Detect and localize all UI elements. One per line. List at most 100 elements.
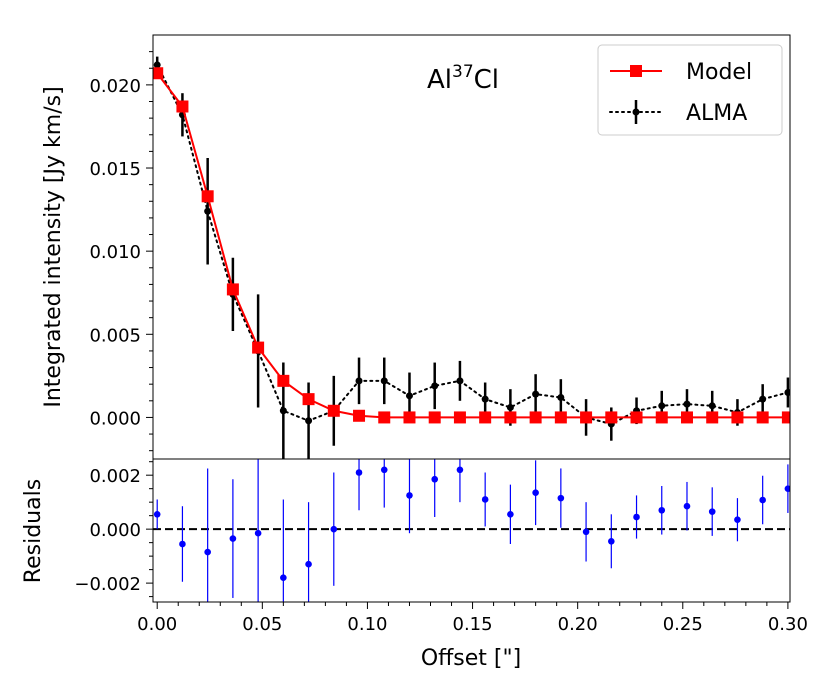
model-point bbox=[731, 411, 744, 424]
bottom-x-tick-label: 0.15 bbox=[453, 614, 493, 635]
bottom-y-tick-label: −0.002 bbox=[74, 574, 141, 595]
residual-point bbox=[380, 466, 388, 474]
alma-point bbox=[708, 402, 716, 410]
alma-point bbox=[683, 400, 691, 408]
model-point bbox=[252, 341, 265, 354]
alma-point bbox=[506, 403, 514, 411]
legend-box bbox=[597, 44, 783, 136]
model-point bbox=[277, 374, 290, 387]
model-point bbox=[201, 190, 214, 203]
bottom-y-axis-label: Residuals bbox=[21, 479, 46, 583]
residual-point bbox=[708, 508, 716, 515]
alma-point bbox=[355, 377, 363, 385]
bottom-y-tick-label: 0.002 bbox=[89, 466, 141, 487]
model-point bbox=[226, 283, 239, 296]
alma-point bbox=[431, 382, 439, 390]
top-panel: 0.000 0.005 0.010 0.015 0.020 Al37Cl Integra… bbox=[41, 34, 791, 460]
legend-alma-marker bbox=[632, 108, 640, 116]
residual-point bbox=[355, 469, 363, 476]
residual-points bbox=[153, 466, 790, 582]
residual-point bbox=[734, 516, 741, 524]
top-y-tick-label: 0.020 bbox=[89, 76, 141, 97]
alma-point bbox=[380, 377, 388, 385]
model-point bbox=[353, 409, 366, 422]
bottom-plot-area bbox=[153, 459, 790, 602]
model-point bbox=[655, 411, 668, 424]
model-point bbox=[680, 411, 693, 424]
model-point bbox=[706, 411, 719, 424]
legend-model-label: Model bbox=[686, 60, 752, 85]
bottom-minor-ticks bbox=[149, 461, 768, 606]
residual-point bbox=[254, 529, 262, 537]
residual-point bbox=[582, 528, 590, 536]
model-point bbox=[630, 411, 643, 424]
top-y-axis-label: Integrated intensity [Jy km/s] bbox=[41, 86, 66, 407]
title-tail: Cl bbox=[474, 65, 499, 95]
model-point bbox=[403, 411, 416, 424]
model-point bbox=[529, 411, 542, 424]
residual-point bbox=[557, 494, 565, 502]
model-points bbox=[153, 67, 790, 424]
residual-point bbox=[658, 506, 666, 514]
alma-point bbox=[405, 392, 413, 400]
residual-point bbox=[683, 502, 691, 510]
alma-point bbox=[204, 207, 212, 215]
model-point bbox=[756, 411, 769, 424]
model-point bbox=[302, 393, 315, 406]
model-point bbox=[176, 100, 189, 113]
residual-point bbox=[608, 537, 615, 545]
top-plot-area bbox=[153, 56, 790, 459]
bottom-y-ticks: −0.002 0.000 0.002 bbox=[74, 466, 153, 595]
residual-point bbox=[532, 489, 539, 497]
title-superscript: 37 bbox=[452, 62, 474, 82]
alma-point bbox=[305, 417, 313, 425]
bottom-panel: −0.002 0.000 0.002 0.00 0.05 0.10 0.15 0.20 0.2… bbox=[21, 458, 808, 671]
legend-alma-label: ALMA bbox=[686, 101, 747, 126]
legend-model-marker bbox=[630, 65, 642, 77]
residual-point bbox=[456, 466, 464, 474]
residual-point bbox=[759, 496, 766, 504]
model-point bbox=[554, 411, 567, 424]
x-axis-label: Offset ["] bbox=[421, 646, 521, 671]
residual-point bbox=[204, 548, 211, 556]
bottom-x-tick-label: 0.30 bbox=[768, 614, 808, 635]
model-point bbox=[580, 411, 593, 424]
model-point bbox=[153, 67, 164, 80]
alma-point bbox=[784, 388, 790, 396]
alma-point bbox=[759, 395, 767, 403]
chart-title: Al37Cl bbox=[427, 62, 499, 95]
residual-point bbox=[507, 511, 514, 518]
residual-point bbox=[229, 535, 237, 542]
alma-point bbox=[279, 407, 287, 415]
top-y-tick-label: 0.015 bbox=[89, 159, 141, 180]
model-point bbox=[479, 411, 492, 424]
top-y-tick-label: 0.000 bbox=[89, 408, 141, 429]
alma-point bbox=[658, 402, 666, 410]
residual-point bbox=[305, 560, 312, 568]
alma-point bbox=[532, 390, 540, 398]
residual-point bbox=[406, 492, 413, 499]
model-point bbox=[605, 411, 618, 424]
title-base: Al bbox=[427, 65, 452, 95]
residual-point bbox=[633, 513, 640, 521]
legend: Model ALMA bbox=[597, 44, 783, 136]
alma-point bbox=[557, 393, 565, 401]
bottom-x-tick-label: 0.10 bbox=[347, 614, 387, 635]
model-point bbox=[781, 411, 790, 424]
top-y-tick-label: 0.010 bbox=[89, 242, 141, 263]
alma-point bbox=[456, 377, 464, 385]
alma-point bbox=[481, 395, 489, 403]
model-point bbox=[327, 404, 340, 417]
model-point bbox=[378, 411, 391, 424]
residual-point bbox=[153, 511, 161, 518]
model-point bbox=[504, 411, 517, 424]
model-point bbox=[453, 411, 466, 424]
bottom-axes-frame bbox=[152, 458, 791, 603]
bottom-x-tick-label: 0.00 bbox=[137, 614, 177, 635]
top-y-ticks: 0.000 0.005 0.010 0.015 0.020 bbox=[89, 76, 153, 429]
bottom-y-tick-label: 0.000 bbox=[89, 520, 141, 541]
residual-point bbox=[179, 540, 186, 548]
residual-point bbox=[784, 485, 790, 492]
alma-series-line bbox=[156, 63, 789, 426]
